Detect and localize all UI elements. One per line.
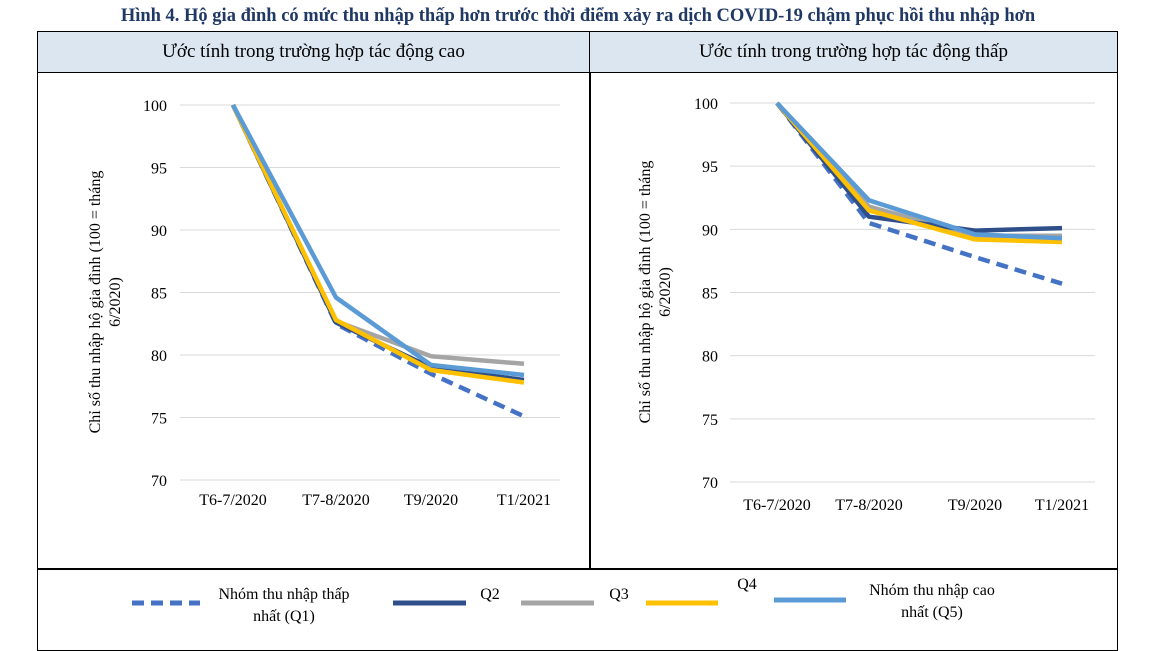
x-tick-label: T1/2021: [497, 492, 551, 509]
figure-frame: [37, 31, 1118, 651]
y-axis-title-line1: Chỉ số thu nhập hộ gia đình (100 = tháng: [87, 171, 104, 434]
legend-label-q4: Q4: [727, 574, 767, 596]
legend-label-line2: nhất (Q1): [253, 608, 315, 625]
legend-label-q1: Nhóm thu nhập thấp nhất (Q1): [199, 584, 369, 628]
series-line-q5: [775, 101, 1063, 241]
legend-label-line1: Nhóm thu nhập cao: [869, 582, 995, 599]
legend-label-line1: Nhóm thu nhập thấp: [218, 586, 350, 603]
y-tick-label: 70: [702, 475, 718, 492]
x-tick-label: T6-7/2020: [743, 497, 811, 514]
series-line-q5: [231, 103, 525, 378]
x-tick-label: T1/2021: [1035, 497, 1089, 514]
y-axis-title-line2: 6/2020): [107, 277, 124, 327]
x-tick-label: T7-8/2020: [835, 497, 903, 514]
x-tick-label: T9/2020: [404, 492, 458, 509]
y-tick-label: 75: [151, 411, 167, 428]
panel-divider: [589, 72, 591, 569]
figure-title: Hình 4. Hộ gia đình có mức thu nhập thấp…: [120, 6, 1036, 26]
legend-label-q2: Q2: [470, 584, 510, 606]
y-tick-label: 85: [702, 286, 718, 303]
y-axis-title-line2: 6/2020): [657, 267, 674, 317]
y-tick-label: 80: [151, 348, 167, 365]
legend-label-line1: Q4: [737, 576, 757, 593]
series-line-q2: [775, 101, 1063, 233]
y-tick-label: 100: [143, 98, 167, 115]
x-tick-label: T9/2020: [948, 497, 1002, 514]
y-tick-label: 75: [702, 412, 718, 429]
y-tick-label: 80: [702, 349, 718, 366]
panel-title-low-impact: Ước tính trong trường hợp tác động thấp: [589, 31, 1118, 73]
x-tick-label: T6-7/2020: [199, 492, 267, 509]
x-tick-label: T7-8/2020: [302, 492, 370, 509]
y-tick-label: 90: [151, 223, 167, 240]
legend-label-q3: Q3: [599, 584, 639, 606]
series-line-q1: [775, 101, 1063, 286]
y-tick-label: 100: [694, 96, 718, 113]
y-tick-label: 95: [702, 159, 718, 176]
legend-divider: [37, 568, 1118, 570]
y-tick-label: 85: [151, 286, 167, 303]
y-tick-label: 70: [151, 473, 167, 490]
y-tick-label: 95: [151, 161, 167, 178]
panel-title-high-impact: Ước tính trong trường hợp tác động cao: [37, 31, 590, 73]
legend-label-q5: Nhóm thu nhập cao nhất (Q5): [847, 580, 1017, 624]
series-line-q4: [230, 104, 525, 385]
legend-label-line1: Q2: [480, 586, 500, 603]
legend-label-line2: nhất (Q5): [901, 604, 963, 621]
y-tick-label: 90: [702, 222, 718, 239]
legend-label-line1: Q3: [609, 586, 629, 603]
y-axis-title-line1: Chỉ số thu nhập hộ gia đình (100 = tháng: [637, 161, 654, 424]
series-line-q4: [775, 101, 1063, 245]
